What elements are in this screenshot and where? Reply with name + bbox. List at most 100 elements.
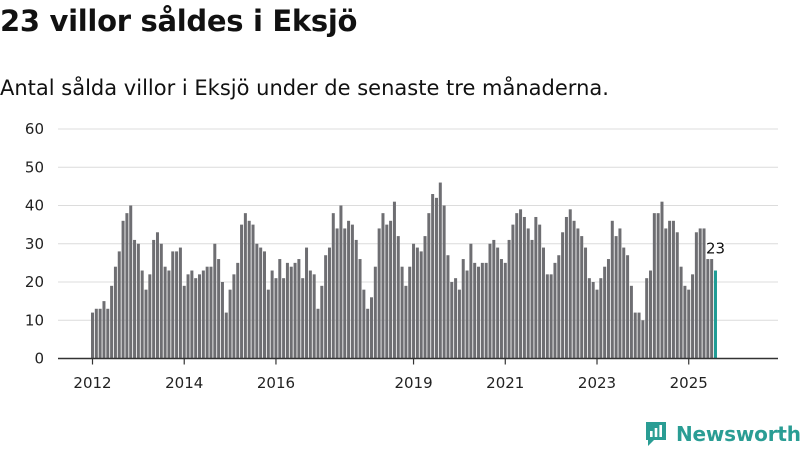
bar <box>412 243 416 359</box>
bar <box>683 285 687 359</box>
bar <box>629 285 633 359</box>
bar <box>373 266 377 359</box>
x-tick-label-2025: 2025 <box>670 374 708 392</box>
bar <box>113 266 117 359</box>
bar <box>266 289 270 359</box>
bar <box>240 224 244 359</box>
bar <box>305 247 309 359</box>
bar <box>243 213 247 359</box>
bar <box>262 251 266 359</box>
bar <box>178 247 182 359</box>
bar <box>499 259 503 359</box>
bar <box>102 301 106 359</box>
bar <box>362 289 366 359</box>
bar <box>591 282 595 359</box>
bar <box>400 266 404 359</box>
bar <box>434 197 438 359</box>
bar <box>561 232 565 359</box>
y-tick-label-50: 50 <box>25 158 44 176</box>
bar <box>415 247 419 359</box>
bar <box>679 266 683 359</box>
bar <box>503 262 507 359</box>
bar <box>152 239 156 359</box>
bar <box>205 266 209 359</box>
bar <box>396 236 400 359</box>
newsworthy-logo-icon <box>646 422 666 446</box>
bar <box>496 247 500 359</box>
bar <box>121 220 125 359</box>
x-tick-label-2019: 2019 <box>394 374 432 392</box>
bar <box>668 220 672 359</box>
bar <box>217 259 221 359</box>
bar <box>614 236 618 359</box>
bar <box>507 239 511 359</box>
bar <box>603 266 607 359</box>
bar <box>564 216 568 359</box>
bar <box>645 278 649 359</box>
bar <box>94 308 98 359</box>
bar <box>392 201 396 359</box>
bar <box>633 312 637 359</box>
bar <box>370 297 374 359</box>
bar <box>98 308 102 359</box>
bar <box>492 239 496 359</box>
bar <box>106 308 110 359</box>
bar <box>637 312 641 359</box>
bar <box>347 220 351 359</box>
bar <box>91 312 94 359</box>
latest-value-label: 23 <box>706 240 725 258</box>
bar <box>572 220 576 359</box>
bar <box>167 270 171 359</box>
bar-chart: 0 10 20 30 40 50 60 2012 2014 2016 2019 2021 2023 202… <box>25 120 778 392</box>
bar <box>331 213 335 359</box>
bar <box>622 247 626 359</box>
bar <box>419 251 423 359</box>
bar <box>251 224 255 359</box>
newsworthy-logo[interactable]: Newsworthy <box>644 420 800 448</box>
bar <box>541 247 545 359</box>
bar <box>649 270 653 359</box>
bar <box>125 213 129 359</box>
bar <box>710 259 714 359</box>
chart-title: 23 villor såldes i Eksjö <box>0 4 358 38</box>
bar <box>606 259 610 359</box>
bar <box>618 228 622 359</box>
bar <box>568 209 572 359</box>
bar <box>293 262 297 359</box>
bar-latest <box>713 270 717 359</box>
y-tick-label-40: 40 <box>25 197 44 215</box>
bar <box>694 232 698 359</box>
bar <box>201 270 205 359</box>
bar <box>155 232 159 359</box>
bar <box>198 274 202 359</box>
bar <box>186 274 190 359</box>
bar <box>404 285 408 359</box>
bar <box>431 194 435 359</box>
y-tick-label-20: 20 <box>25 273 44 291</box>
bar <box>171 251 175 359</box>
bar <box>595 289 599 359</box>
bar <box>129 205 133 359</box>
bar <box>691 274 695 359</box>
bar <box>274 278 278 359</box>
bar <box>446 255 450 359</box>
bar <box>335 228 339 359</box>
bar <box>656 213 660 359</box>
x-tick-label-2012: 2012 <box>73 374 111 392</box>
bar <box>381 213 385 359</box>
bar <box>671 220 675 359</box>
bar <box>702 228 706 359</box>
bar <box>327 247 331 359</box>
bar <box>285 262 289 359</box>
x-tick-label-2023: 2023 <box>578 374 616 392</box>
bar <box>117 251 121 359</box>
bar <box>366 308 370 359</box>
x-tick-label-2014: 2014 <box>165 374 203 392</box>
bar <box>213 243 217 359</box>
bar <box>408 266 412 359</box>
y-tick-label-10: 10 <box>25 311 44 329</box>
bar <box>343 228 347 359</box>
bar <box>159 243 163 359</box>
bar <box>423 236 427 359</box>
bar <box>549 274 553 359</box>
